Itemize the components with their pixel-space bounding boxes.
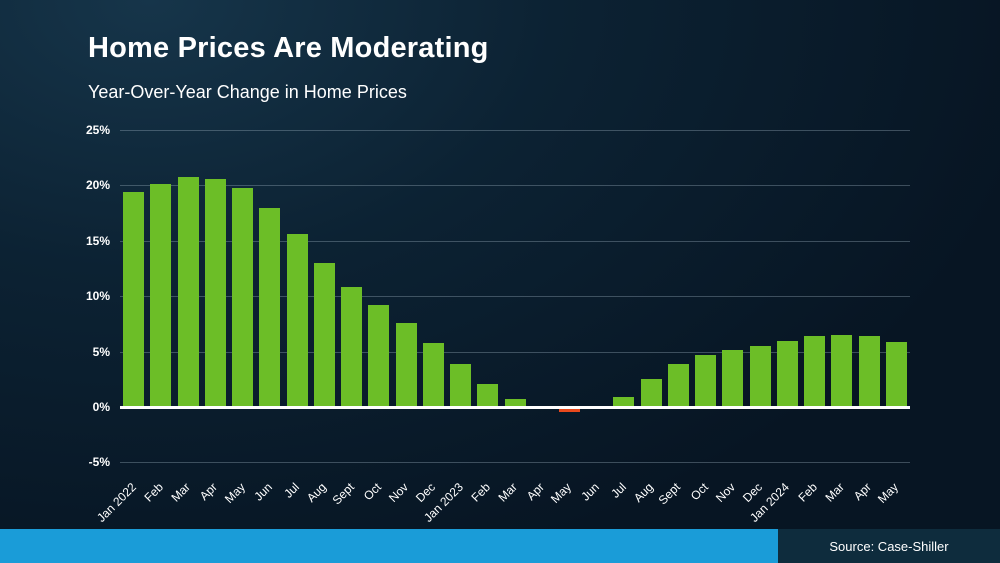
y-axis-tick-label: 5%	[92, 344, 110, 359]
bar-nov	[722, 350, 743, 407]
bar-jul	[287, 234, 308, 407]
y-axis-tick-label: 25%	[85, 123, 110, 137]
bar-sept	[668, 363, 689, 407]
bar-may	[232, 187, 253, 407]
y-axis-tick-label: 0%	[92, 400, 110, 414]
source-label: Source: Case-Shiller	[829, 538, 949, 554]
bar-nov	[396, 322, 417, 407]
bar-jan-2023	[450, 363, 471, 407]
bar-apr	[859, 336, 880, 407]
bar-dec	[750, 346, 771, 407]
bar-aug	[641, 379, 662, 407]
bar-mar	[831, 334, 852, 407]
bar-jul	[613, 397, 634, 407]
bar-oct	[368, 305, 389, 407]
gridline	[120, 462, 910, 464]
bar-may	[886, 341, 907, 407]
gridline	[120, 296, 910, 298]
gridline	[120, 185, 910, 187]
bar-jan-2024	[777, 340, 798, 407]
footer-source-box: Source: Case-Shiller	[778, 529, 1000, 563]
bar-oct	[695, 354, 716, 407]
bar-aug	[314, 262, 335, 407]
y-axis-tick-label: -5%	[88, 455, 110, 470]
bar-feb	[477, 383, 498, 407]
bar-apr	[205, 178, 226, 407]
bar-feb	[150, 184, 171, 407]
bar-sept	[341, 287, 362, 407]
gridline	[120, 240, 910, 242]
zero-axis-line	[120, 406, 910, 409]
page-subtitle: Year-Over-Year Change in Home Prices	[88, 82, 407, 102]
bar-mar	[505, 399, 526, 407]
bar-mar	[178, 176, 199, 407]
bar-dec	[423, 342, 444, 407]
gridline	[120, 130, 910, 131]
bar-may	[559, 408, 580, 413]
bar-jan-2022	[123, 192, 144, 407]
footer-accent-strip: Source: Case-Shiller	[0, 529, 1000, 563]
page-title: Home Prices Are Moderating	[88, 32, 489, 64]
bar-feb	[804, 336, 825, 407]
gridline	[120, 351, 910, 353]
y-axis-tick-label: 15%	[85, 233, 110, 248]
y-axis-tick-label: 10%	[85, 289, 110, 304]
y-axis-tick-label: 20%	[85, 178, 110, 193]
bar-jun	[259, 207, 280, 407]
